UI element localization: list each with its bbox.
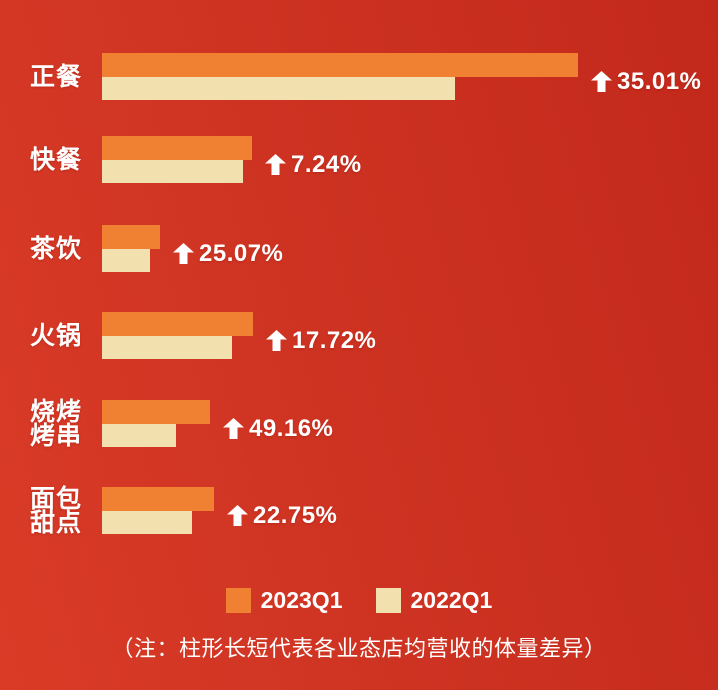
growth-value: 25.07%: [199, 239, 284, 267]
growth-label: 25.07%: [173, 230, 283, 277]
growth-label: 22.75%: [227, 492, 337, 539]
bar-pair: [102, 400, 210, 447]
bar-pair: [102, 312, 253, 359]
bar-2023q1: [102, 136, 252, 160]
chart-row-huoguo: 火锅 17.72%: [0, 312, 718, 359]
legend-swatch-orange: [225, 588, 251, 613]
legend-label: 2022Q1: [410, 587, 493, 613]
footnote: （注：柱形长短代表各业态店均营收的体量差异）: [111, 636, 607, 661]
category-label: 烧烤 烤串: [30, 397, 83, 450]
category-label: 茶饮: [30, 234, 83, 263]
category-label: 火锅: [30, 321, 83, 350]
chart-row-zhengcan: 正餐 35.01%: [0, 53, 718, 100]
legend-swatch-cream: [375, 588, 401, 613]
legend-item-2023q1: 2023Q1: [225, 587, 343, 614]
bar-2023q1: [102, 53, 578, 77]
up-arrow-icon: [227, 505, 248, 526]
chart-row-shaokao: 烧烤 烤串 49.16%: [0, 397, 718, 450]
growth-label: 35.01%: [591, 58, 701, 105]
bar-pair: [102, 225, 160, 272]
bar-2022q1: [102, 423, 176, 447]
bar-2023q1: [102, 225, 160, 249]
growth-label: 7.24%: [265, 141, 362, 188]
bar-2022q1: [102, 510, 192, 534]
growth-value: 17.72%: [292, 326, 377, 354]
growth-label: 17.72%: [266, 317, 376, 364]
bar-pair: [102, 136, 252, 183]
bar-2023q1: [102, 400, 210, 424]
growth-value: 35.01%: [617, 67, 702, 95]
bar-pair: [102, 487, 214, 534]
bar-2023q1: [102, 487, 214, 511]
growth-value: 7.24%: [291, 150, 362, 178]
chart-row-kuaican: 快餐 7.24%: [0, 136, 718, 183]
category-label: 正餐: [30, 62, 83, 91]
growth-value: 49.16%: [249, 414, 334, 442]
category-label: 快餐: [30, 145, 83, 174]
bar-2023q1: [102, 312, 253, 336]
up-arrow-icon: [266, 330, 287, 351]
growth-value: 22.75%: [253, 501, 338, 529]
chart-row-mianbao: 面包 甜点 22.75%: [0, 484, 718, 537]
up-arrow-icon: [223, 418, 244, 439]
bar-2022q1: [102, 248, 150, 272]
legend-label: 2023Q1: [260, 587, 343, 613]
up-arrow-icon: [591, 71, 612, 92]
bar-2022q1: [102, 159, 243, 183]
bar-pair: [102, 53, 578, 100]
legend: 2023Q1 2022Q1: [0, 587, 718, 614]
bar-2022q1: [102, 335, 232, 359]
growth-label: 49.16%: [223, 405, 333, 452]
up-arrow-icon: [173, 243, 194, 264]
chart-row-chayin: 茶饮 25.07%: [0, 225, 718, 272]
legend-item-2022q1: 2022Q1: [375, 587, 493, 614]
up-arrow-icon: [265, 154, 286, 175]
bar-2022q1: [102, 76, 455, 100]
category-label: 面包 甜点: [30, 484, 83, 537]
